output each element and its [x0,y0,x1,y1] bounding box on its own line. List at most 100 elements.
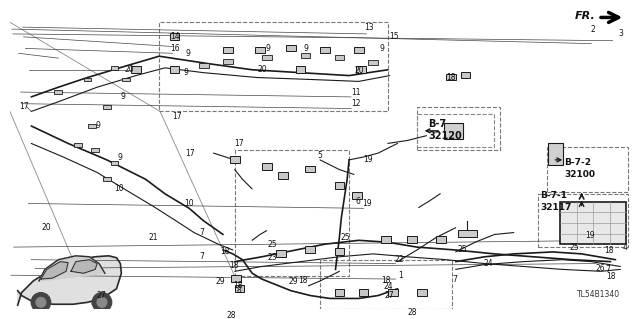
Text: 29: 29 [288,277,298,286]
Text: 10: 10 [115,184,124,193]
Bar [199,63,209,68]
Text: 24: 24 [383,282,393,291]
Bar [538,194,628,247]
Bar [92,148,99,152]
Bar [305,246,315,253]
Circle shape [92,293,111,312]
Text: 7: 7 [199,228,204,237]
Bar [255,47,265,53]
Text: 17: 17 [20,102,29,111]
Text: 26: 26 [595,264,605,273]
Text: B-7: B-7 [429,119,447,129]
Bar [131,66,141,73]
Text: 12: 12 [351,99,360,108]
Text: 9: 9 [304,44,309,53]
Text: 9: 9 [186,49,191,58]
Text: 17: 17 [186,149,195,158]
Text: 32117: 32117 [540,203,572,212]
Text: 25: 25 [268,240,277,249]
Text: 7: 7 [452,275,457,284]
Text: 24: 24 [484,259,493,268]
Text: 29: 29 [216,277,225,286]
Text: 16: 16 [170,44,179,53]
Text: 9: 9 [121,93,125,101]
Bar [262,55,271,60]
Bar [388,289,397,295]
Text: 18: 18 [606,272,616,281]
Text: 9: 9 [184,68,189,77]
Text: 18: 18 [604,246,614,255]
Text: 20: 20 [42,223,52,232]
Text: 18: 18 [229,261,239,270]
Bar [335,289,344,295]
Text: 9: 9 [380,44,385,53]
Circle shape [36,298,46,307]
Bar [235,285,244,292]
Bar [262,163,271,170]
Bar [122,78,130,81]
Bar [320,260,452,309]
Bar [444,123,463,138]
Bar [111,161,118,165]
Bar [159,22,388,111]
Bar [88,124,96,128]
Text: 20: 20 [355,66,365,75]
Text: 2: 2 [591,25,596,33]
Circle shape [31,293,51,312]
Bar [335,182,344,189]
Bar [458,230,477,237]
Polygon shape [41,262,68,279]
Bar [335,55,344,60]
Bar [103,105,111,108]
Text: 27: 27 [385,291,395,300]
Text: 6: 6 [355,197,360,206]
Bar [417,107,500,150]
Text: 18: 18 [298,276,307,285]
Text: 7: 7 [605,265,610,274]
Bar [74,144,82,147]
Bar [223,59,233,64]
Bar [170,33,179,40]
Text: 23: 23 [268,253,277,262]
Text: 11: 11 [351,87,360,97]
Text: B-7-1: B-7-1 [540,191,567,200]
Bar [359,289,369,295]
Text: 32120: 32120 [429,131,462,141]
Bar [111,66,118,70]
Text: 9: 9 [95,122,100,130]
Bar [407,236,417,243]
Text: 3: 3 [618,29,623,38]
Text: 19: 19 [586,231,595,240]
Polygon shape [18,256,122,305]
Text: 17: 17 [234,139,243,148]
Text: 28: 28 [226,311,236,319]
Bar [352,192,362,199]
Text: 18: 18 [446,73,456,82]
Bar [461,72,470,78]
Bar [548,144,563,165]
Bar [84,78,92,81]
Text: 20: 20 [257,65,267,74]
Text: 32100: 32100 [564,170,595,179]
Bar [230,156,239,163]
Text: 8: 8 [236,286,241,295]
Bar [369,60,378,65]
Text: 22: 22 [395,255,404,264]
Bar [235,150,349,276]
Bar [286,45,296,51]
Text: 15: 15 [389,32,399,41]
Text: 19: 19 [363,199,372,208]
Bar [103,177,111,181]
Text: 10: 10 [184,199,194,208]
Text: 18: 18 [233,281,243,290]
Bar [547,147,628,192]
Text: 13: 13 [365,23,374,32]
Text: 27: 27 [96,291,106,300]
Bar [436,236,446,243]
Bar [170,66,179,73]
Bar [305,166,315,173]
Bar [320,47,330,53]
Bar [301,53,310,58]
Text: 14: 14 [170,32,179,41]
Bar [223,47,233,53]
